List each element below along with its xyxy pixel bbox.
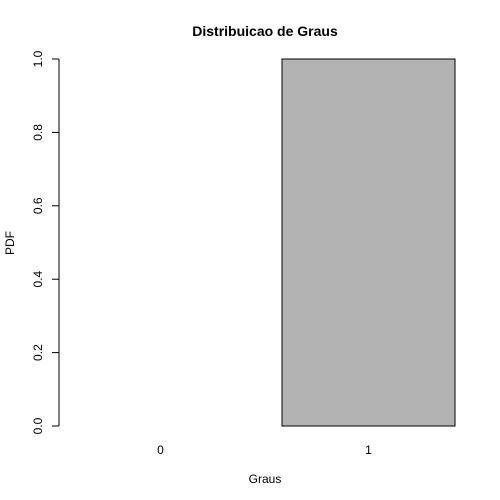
bar-1 — [281, 58, 456, 427]
bars — [281, 58, 456, 427]
y-tick-label: 0.8 — [31, 124, 45, 141]
y-tick-label: 1.0 — [31, 50, 45, 67]
y-tick-label: 0.6 — [31, 197, 45, 214]
x-tick-label: 1 — [365, 443, 372, 457]
y-axis-label: PDF — [3, 231, 17, 255]
y-axis: 0.0 0.2 0.4 0.6 0.8 1.0 — [31, 50, 60, 434]
y-tick-label: 0.4 — [31, 271, 45, 288]
y-tick-label: 0.2 — [31, 344, 45, 361]
chart-title: Distribuicao de Graus — [192, 23, 338, 39]
x-axis-label: Graus — [249, 472, 282, 486]
y-tick-label: 0.0 — [31, 417, 45, 434]
x-tick-label: 0 — [157, 443, 164, 457]
